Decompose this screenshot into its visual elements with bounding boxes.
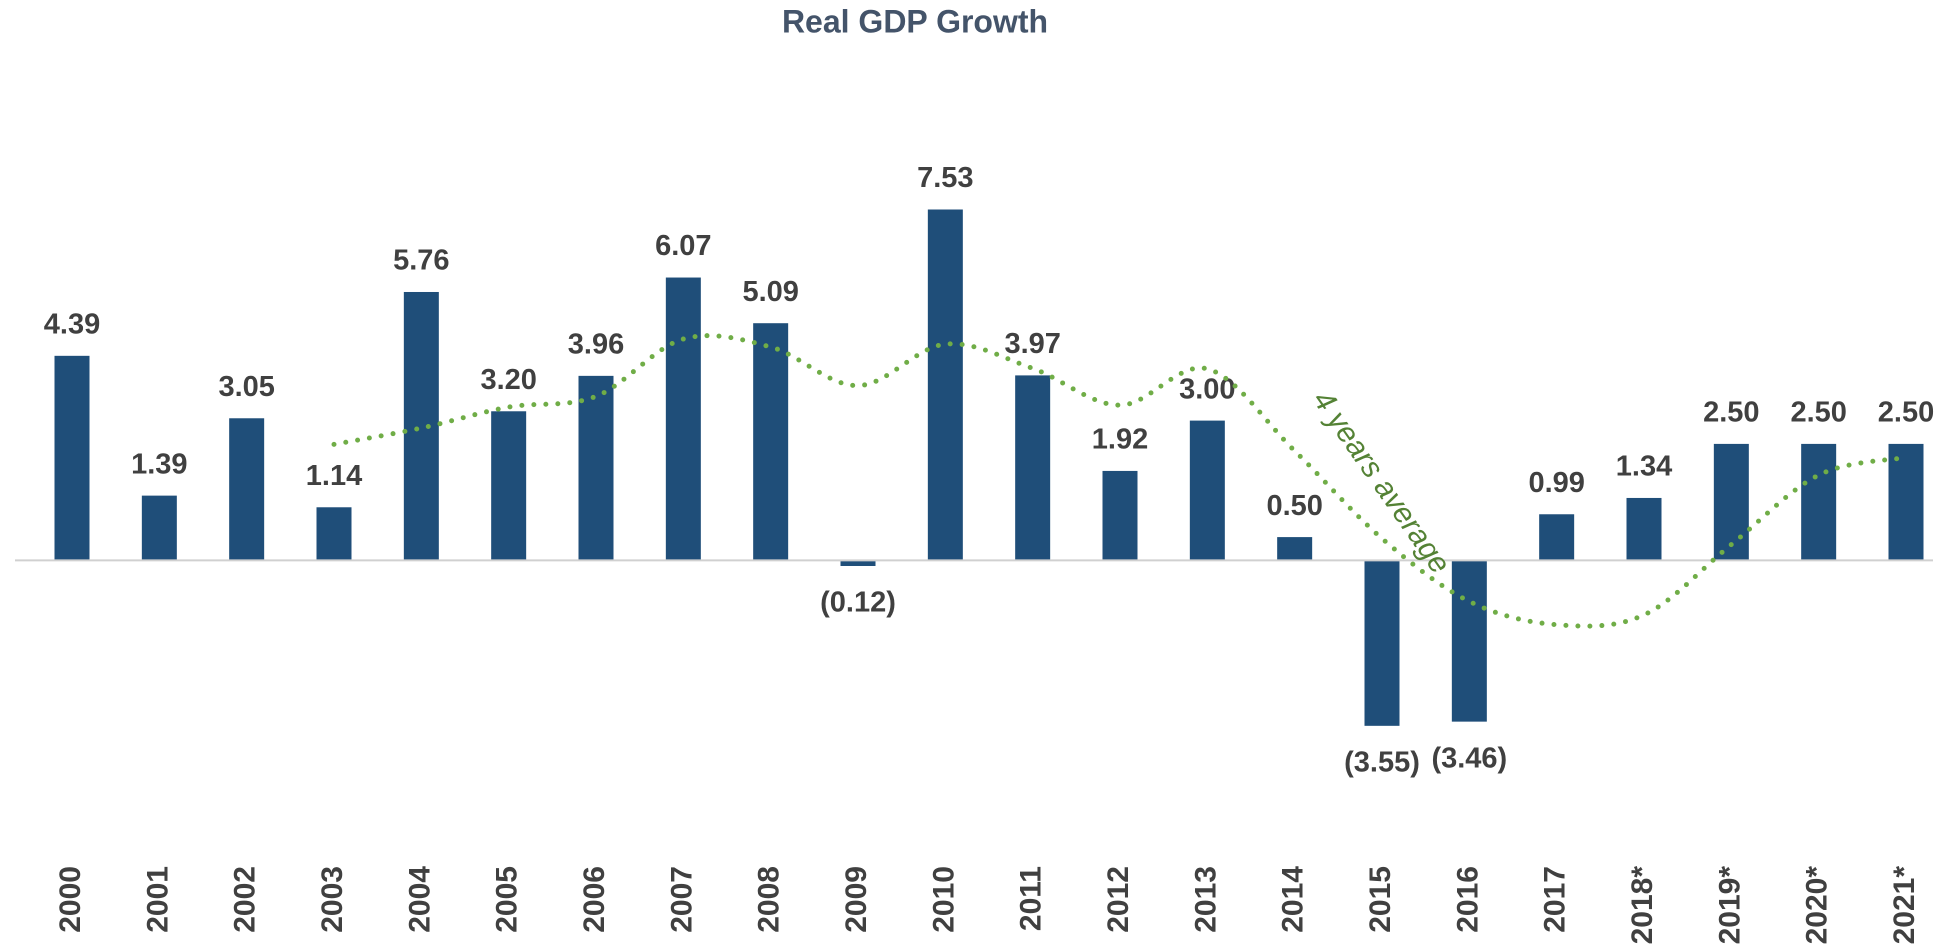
x-tick-label: 2009	[840, 866, 873, 933]
x-tick-label: 2001	[141, 866, 174, 933]
data-label: 1.34	[1616, 451, 1672, 483]
data-label: 2.50	[1878, 397, 1934, 429]
chart-title: Real GDP Growth	[782, 3, 1048, 39]
bar	[1015, 375, 1051, 561]
data-label: 2.50	[1703, 397, 1759, 429]
bar	[229, 418, 265, 561]
data-label: (3.46)	[1431, 742, 1507, 774]
x-tick-label: 2012	[1102, 866, 1135, 933]
bar	[753, 323, 789, 561]
data-label: 7.53	[917, 162, 973, 194]
bar	[403, 291, 439, 561]
bar	[1451, 560, 1487, 722]
x-tick-label: 2005	[491, 866, 524, 933]
data-label: (3.55)	[1344, 746, 1420, 778]
bar	[578, 375, 614, 561]
bar	[1801, 443, 1837, 561]
x-tick-label: 2006	[578, 866, 611, 933]
bar	[141, 495, 177, 561]
data-label: 6.07	[655, 230, 711, 262]
x-tick-label: 2017	[1539, 866, 1572, 933]
bar	[1364, 560, 1400, 726]
x-tick-label: 2000	[54, 866, 87, 933]
annotation: 4 years average	[1306, 385, 1456, 580]
bar	[491, 411, 527, 561]
x-tick-label: 2016	[1451, 866, 1484, 933]
x-tick-label: 2013	[1189, 866, 1222, 933]
data-label: 2.50	[1790, 397, 1846, 429]
data-label: 3.96	[568, 329, 624, 361]
data-label: (0.12)	[820, 587, 896, 619]
data-label: 4.39	[44, 308, 100, 340]
x-tick-label: 2002	[229, 866, 262, 933]
data-label: 3.05	[218, 371, 274, 403]
x-tick-label: 2004	[403, 866, 436, 933]
x-tick-label: 2021*	[1888, 866, 1921, 945]
x-tick-label: 2008	[753, 866, 786, 933]
data-label: 1.14	[306, 460, 362, 492]
bar	[1713, 443, 1749, 561]
x-tick-label: 2003	[316, 866, 349, 933]
x-tick-label: 2010	[927, 866, 960, 933]
data-label: 3.97	[1004, 328, 1060, 360]
bar	[54, 355, 90, 561]
data-label: 1.92	[1092, 424, 1148, 456]
data-label: 5.76	[393, 245, 449, 277]
bar	[1626, 497, 1662, 561]
bar	[840, 560, 876, 566]
data-label: 5.09	[742, 276, 798, 308]
x-tick-label: 2018*	[1626, 866, 1659, 945]
x-tick-label: 2014	[1277, 866, 1310, 933]
data-label: 0.50	[1266, 490, 1322, 522]
data-label: 0.99	[1528, 467, 1584, 499]
x-tick-label: 2015	[1364, 866, 1397, 933]
x-tick-label: 2020*	[1801, 866, 1834, 945]
bar	[665, 277, 701, 561]
bar	[316, 507, 352, 561]
bar	[927, 209, 963, 561]
bar	[1277, 537, 1313, 561]
data-label: 1.39	[131, 448, 187, 480]
bar	[1888, 443, 1924, 561]
bar	[1102, 470, 1138, 561]
bar	[1539, 514, 1575, 561]
data-label: 3.20	[480, 364, 536, 396]
x-tick-label: 2019*	[1713, 866, 1746, 945]
bar	[1189, 420, 1225, 561]
x-tick-label: 2007	[665, 866, 698, 933]
average-line	[331, 333, 1909, 629]
x-tick-label: 2011	[1015, 866, 1048, 931]
